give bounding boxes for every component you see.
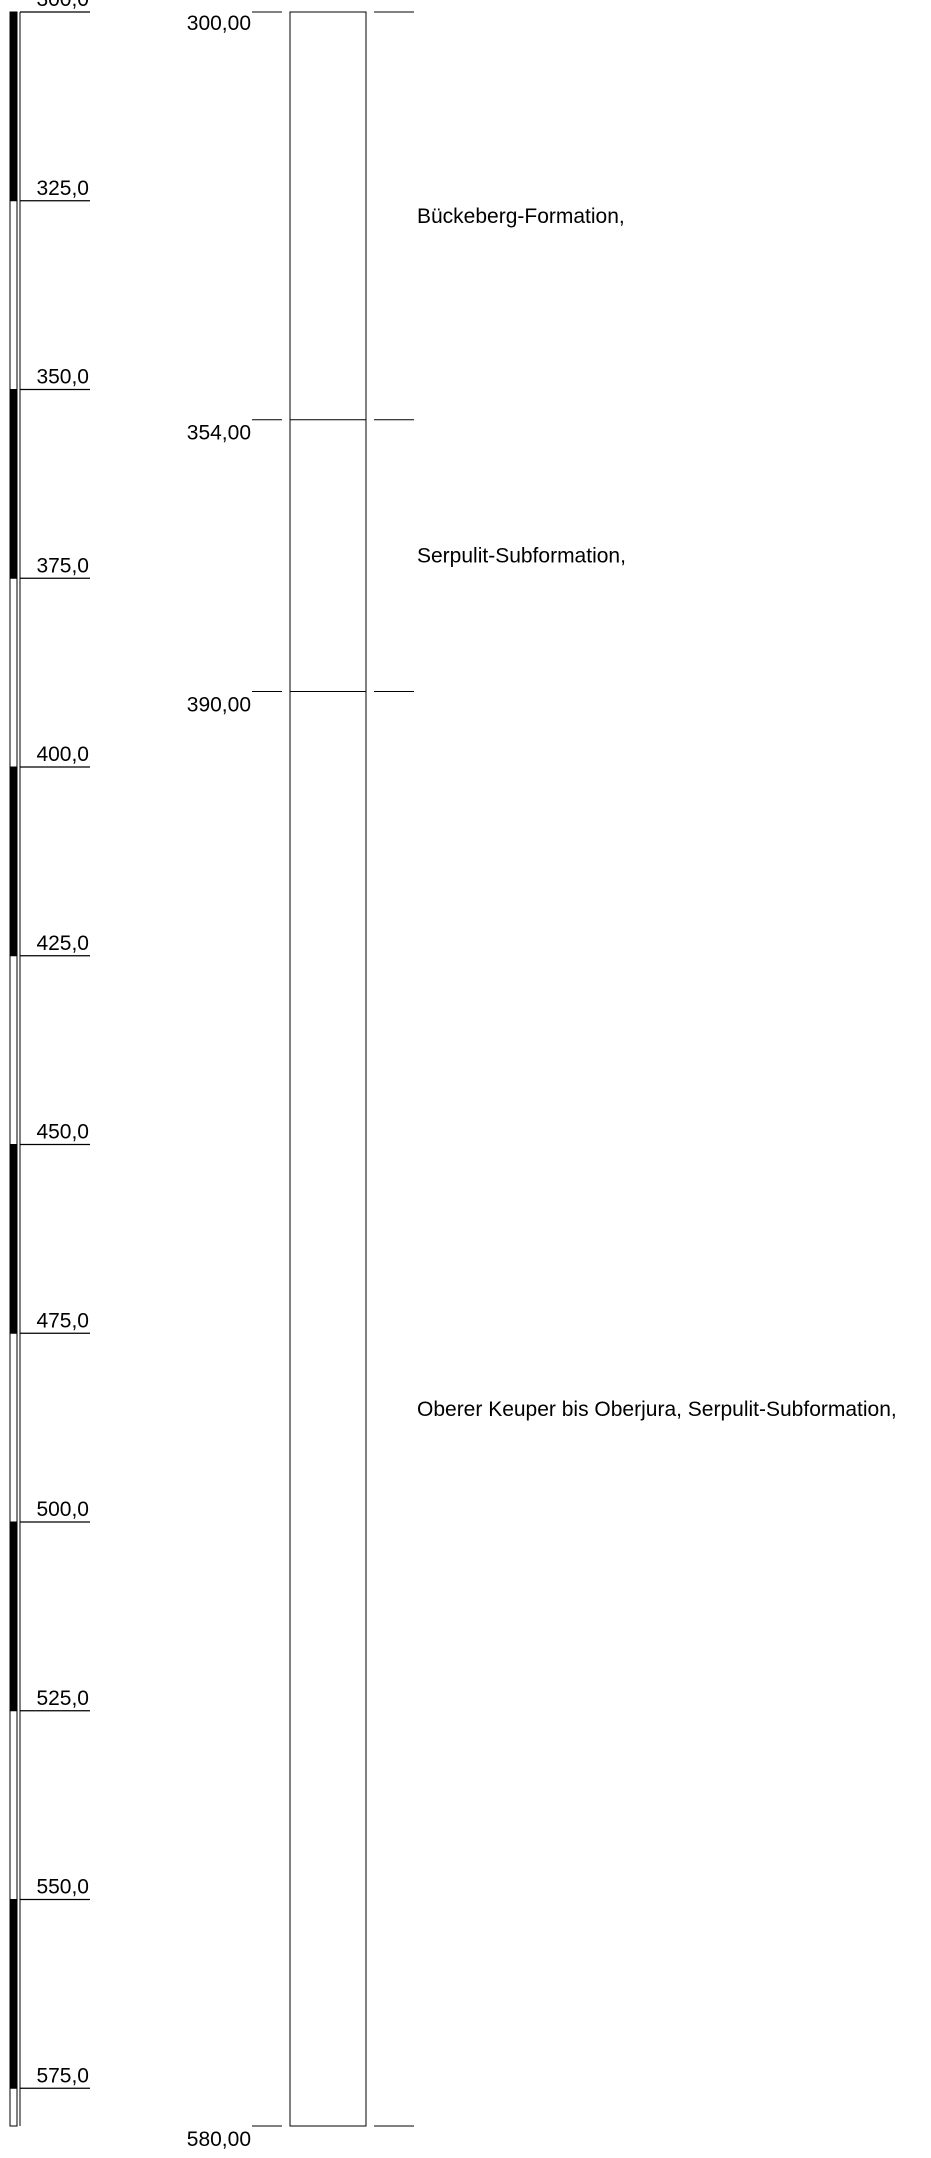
- scale-bar-segment-filled: [9, 1144, 18, 1334]
- layer-boundaries: 300,00 354,00 390,00 580,00: [187, 11, 414, 2151]
- scale-bar-segment-empty: [9, 1332, 18, 1523]
- scale-bar-segment-filled: [9, 1899, 18, 2089]
- layer-unit-name: Serpulit-Subformation,: [417, 545, 626, 568]
- scale-bar-segment-filled: [9, 766, 18, 957]
- scale-bar-segment-empty: [9, 955, 18, 1145]
- scale-bar-segment-filled: [9, 389, 18, 579]
- scale-tick-label: 475,0: [36, 1309, 89, 1332]
- scale-tick-label: 550,0: [36, 1876, 89, 1899]
- layer-unit-name: Oberer Keuper bis Oberjura, Serpulit-Sub…: [417, 1398, 897, 1421]
- scale-tick-label: 325,0: [36, 177, 89, 200]
- column-box: [289, 11, 367, 2127]
- boundary-depth-label: 580,00: [187, 2128, 251, 2151]
- layer-unit-name: Bückeberg-Formation,: [417, 205, 625, 228]
- scale-bar-segment-filled: [9, 1521, 18, 1712]
- scale-bar-segment-empty: [9, 577, 18, 768]
- depth-scale: 300,0 325,0 350,0 375,0 400,0 425,0 450,0 475,0…: [9, 0, 90, 2127]
- boundary-depth-label: 300,00: [187, 12, 251, 35]
- scale-bar-segment-empty: [9, 200, 18, 390]
- stratigraphic-column: [289, 11, 367, 2127]
- scale-tick-label: 525,0: [36, 1687, 89, 1710]
- scale-bar-segment-empty: [9, 1710, 18, 1900]
- scale-tick-label: 400,0: [36, 743, 89, 766]
- scale-bar-segment-empty: [9, 2087, 18, 2127]
- scale-tick-label: 350,0: [36, 366, 89, 389]
- scale-tick-label: 500,0: [36, 1498, 89, 1521]
- boundary-depth-label: 354,00: [187, 422, 251, 445]
- boundary-depth-label: 390,00: [187, 694, 251, 717]
- scale-tick-label: 425,0: [36, 932, 89, 955]
- scale-tick-label: 450,0: [36, 1121, 89, 1144]
- scale-bar-segment-filled: [9, 11, 18, 202]
- unit-descriptions: Bückeberg-Formation, Serpulit-Subformatio…: [417, 205, 897, 1421]
- scale-tick-label: 575,0: [36, 2064, 89, 2087]
- scale-tick-label: 375,0: [36, 554, 89, 577]
- scale-tick-label: 300,0: [36, 0, 89, 11]
